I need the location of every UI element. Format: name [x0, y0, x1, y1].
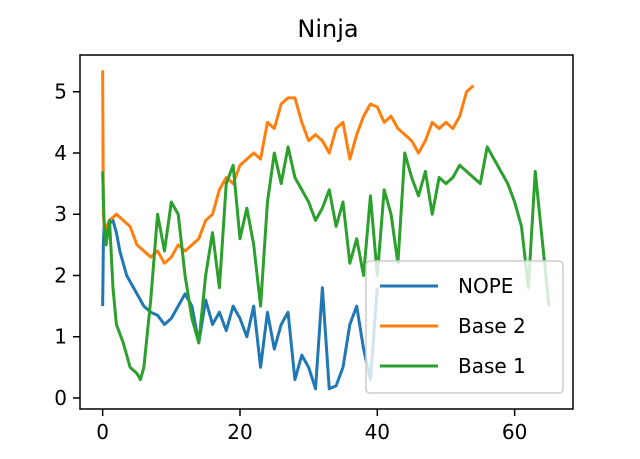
x-axis: 0 20 40 60 [96, 409, 527, 444]
y-tick-label: 4 [54, 141, 67, 165]
y-tick-label: 1 [54, 325, 67, 349]
legend-label: Base 1 [458, 354, 526, 378]
y-tick-label: 2 [54, 263, 67, 287]
legend-box [365, 260, 564, 394]
plot-frame [79, 54, 574, 410]
legend-label: NOPE [458, 274, 513, 298]
x-tick-label: 0 [96, 420, 109, 444]
legend-label: Base 2 [458, 314, 526, 338]
y-tick-label: 3 [54, 202, 67, 226]
x-tick-label: 60 [502, 420, 527, 444]
series-line-base-1 [101, 145, 551, 382]
x-tick-label: 20 [227, 420, 252, 444]
y-tick-label: 0 [54, 386, 67, 410]
x-tick-label: 40 [365, 420, 390, 444]
series-line-nope [101, 218, 379, 391]
legend: NOPE Base 2 Base 1 [365, 260, 564, 394]
y-axis: 0 1 2 3 4 5 [54, 80, 80, 410]
series-line-base-2 [101, 70, 475, 265]
chart-title: Ninja [297, 15, 358, 43]
y-tick-label: 5 [54, 80, 67, 104]
